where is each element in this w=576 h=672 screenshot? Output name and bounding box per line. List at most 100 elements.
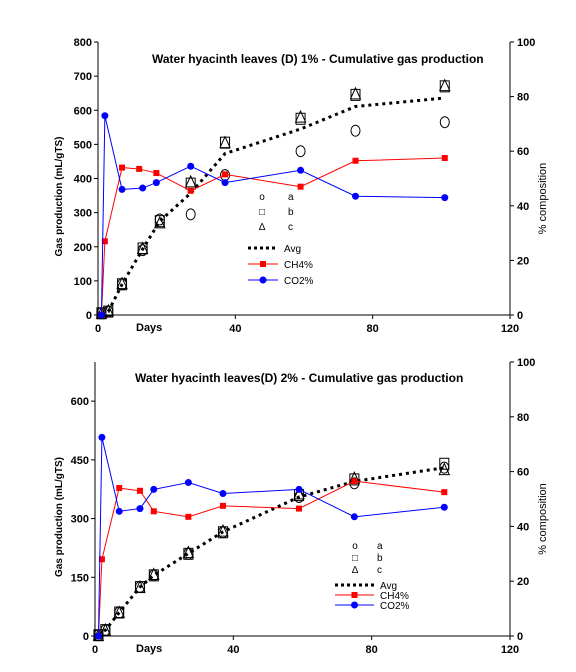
y2-tick-label: 100: [517, 37, 535, 49]
data-point-CH4%: [351, 478, 358, 485]
x-axis-label: Days: [136, 643, 162, 655]
data-point-b: [217, 526, 228, 539]
y2-tick-label: 0: [517, 631, 523, 643]
x-tick-label: 80: [367, 323, 379, 335]
legend-label-a: a: [288, 192, 294, 203]
data-point-CH4%: [119, 164, 126, 171]
y2-tick-label: 20: [517, 576, 529, 588]
chart-2: 0 150 300 450 600 0 20 40 60 80 100 0 40 80 120 Water h…: [54, 357, 549, 656]
legend-label-b: b: [288, 207, 294, 218]
y2-tick-label: 20: [517, 255, 529, 267]
y2-tick-label: 60: [517, 467, 529, 479]
data-point-c: [294, 109, 307, 123]
data-point-c: [113, 605, 125, 619]
data-point-CH4%: [296, 505, 303, 512]
data-point-CO2%: [297, 166, 305, 174]
series-co2-: [94, 433, 448, 640]
y-tick-label: 400: [74, 174, 92, 186]
x-tick-label: 120: [501, 323, 519, 335]
y2-tick-label: 60: [517, 146, 529, 158]
legend-label-c: c: [288, 222, 293, 233]
data-point-CH4%: [222, 171, 229, 178]
data-point-CH4%: [441, 489, 448, 496]
avg-line: [101, 96, 445, 315]
data-point-CO2%: [150, 485, 158, 493]
CO2%-line: [100, 115, 445, 316]
chart-title: Water hyacinth leaves (D) 1% - Cumulativ…: [152, 52, 484, 66]
data-point-c: [184, 174, 197, 188]
data-point-CO2%: [136, 505, 144, 513]
data-point-CO2%: [219, 490, 227, 498]
x-tick-label: 40: [229, 323, 241, 335]
y2-tick-label: 100: [517, 357, 535, 369]
data-point-c: [219, 135, 231, 149]
y-tick-label: 800: [74, 37, 92, 49]
legend-marker-c: ∆: [259, 222, 266, 233]
x-tick-label: 40: [227, 644, 239, 656]
data-point-b: [183, 547, 194, 560]
data-point-b: [350, 88, 361, 101]
legend-label-Avg: Avg: [380, 581, 397, 592]
legend-label-Avg: Avg: [284, 244, 301, 255]
data-point-a: [439, 116, 450, 129]
legend-marker-b: □: [352, 553, 358, 564]
data-point-c: [136, 241, 149, 254]
y-tick-label: 700: [74, 71, 92, 83]
x-axis-label: Days: [136, 322, 162, 334]
data-point-b: [439, 457, 450, 470]
data-point-CO2%: [101, 112, 109, 120]
data-point-CO2%: [350, 513, 358, 521]
data-point-c: [154, 215, 166, 229]
series-co2-: [97, 112, 449, 319]
data-point-c: [293, 486, 305, 500]
y2-tick-label: 0: [517, 310, 523, 322]
legend-label-CH4%: CH4%: [380, 591, 409, 602]
y2-tick-label: 80: [517, 92, 529, 104]
data-point-CO2%: [295, 485, 303, 493]
data-point-CH4%: [150, 508, 157, 515]
data-point-CO2%: [94, 632, 102, 640]
data-point-CO2%: [152, 179, 160, 187]
x-tick-label: 80: [366, 644, 378, 656]
data-point-CH4%: [136, 487, 143, 494]
data-point-CO2%: [139, 184, 147, 192]
CH4%-line: [100, 157, 445, 316]
data-point-CO2%: [98, 433, 106, 441]
series-avg: [101, 96, 445, 315]
y-tick-label: 200: [74, 242, 92, 254]
series-c: [95, 78, 451, 319]
y-tick-label: 500: [74, 139, 92, 151]
legend-label-CO2%: CO2%: [284, 276, 314, 287]
y-tick-label: 600: [71, 396, 89, 408]
y-axis-label: Gas production (mL/gTS): [54, 457, 65, 577]
data-point-CH4%: [136, 165, 143, 172]
chart-1: 0 100 200 300 400 500 600 700 800 0 20 40 60 80 100 0 40…: [54, 37, 549, 335]
data-point-c: [99, 622, 112, 636]
CO2%-line: [97, 437, 445, 637]
y2-tick-label: 40: [517, 201, 529, 213]
series-b: [96, 80, 450, 320]
CH4%-line: [97, 480, 445, 637]
data-point-CH4%: [116, 485, 123, 492]
data-point-CO2%: [187, 162, 195, 170]
legend-marker-CH4%: [260, 261, 266, 267]
legend-marker-CH4%: [351, 592, 358, 598]
data-point-CH4%: [187, 187, 194, 194]
legend-marker-CO2%: [351, 601, 358, 609]
data-point-c: [217, 523, 229, 537]
y2-axis-label: % composition: [537, 483, 549, 555]
y-tick-label: 150: [71, 572, 89, 584]
data-point-CO2%: [441, 194, 449, 202]
data-point-CO2%: [221, 179, 229, 187]
data-point-a: [350, 124, 361, 137]
series-a: [93, 461, 450, 642]
series-ch4-: [98, 155, 448, 318]
data-point-c: [349, 86, 362, 100]
data-point-CH4%: [297, 183, 304, 190]
series-c: [92, 462, 451, 641]
data-point-CO2%: [118, 185, 126, 193]
data-point-CH4%: [101, 238, 108, 245]
